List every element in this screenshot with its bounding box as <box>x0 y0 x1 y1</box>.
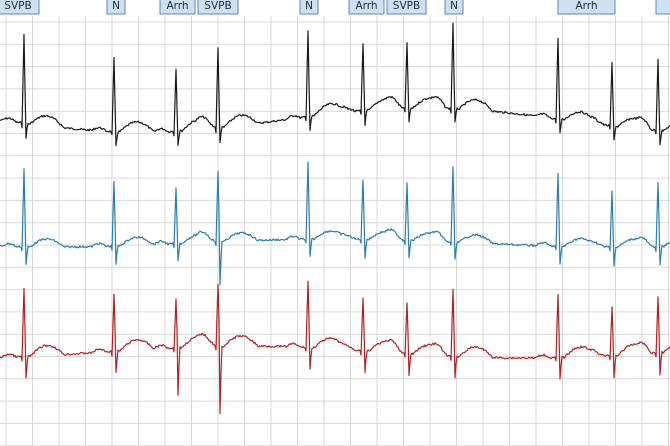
annotation-text: Arrh <box>355 0 377 12</box>
annotation-text: SVPB <box>393 0 420 12</box>
annotation[interactable]: N <box>444 0 464 15</box>
ecg-trace <box>0 22 670 147</box>
annotation-text: N <box>112 0 120 12</box>
annotation[interactable]: SVPB <box>386 0 427 15</box>
traces <box>0 22 670 415</box>
annotation-text: SVPB <box>4 0 31 12</box>
annotation-text: N <box>450 0 458 12</box>
annotation-text: Arrh <box>575 0 597 12</box>
annotation[interactable]: Arrh <box>348 0 385 15</box>
annotation-text: SVPB <box>204 0 231 12</box>
annotation[interactable]: N <box>299 0 319 15</box>
annotation[interactable]: Arrh <box>159 0 196 15</box>
annotation-text: Arrh <box>166 0 188 12</box>
annotation[interactable] <box>655 0 670 15</box>
ecg-trace <box>0 280 670 415</box>
annotation[interactable]: SVPB <box>0 0 40 15</box>
beat-annotations: SVPB N Arrh SVPB N Arrh SVPB N Arrh <box>0 0 670 15</box>
annotation[interactable]: N <box>106 0 126 15</box>
grid <box>0 16 670 446</box>
annotation[interactable]: SVPB <box>197 0 239 15</box>
annotation[interactable]: Arrh <box>557 0 616 15</box>
ecg-trace <box>0 161 670 286</box>
annotation-text: N <box>305 0 313 12</box>
